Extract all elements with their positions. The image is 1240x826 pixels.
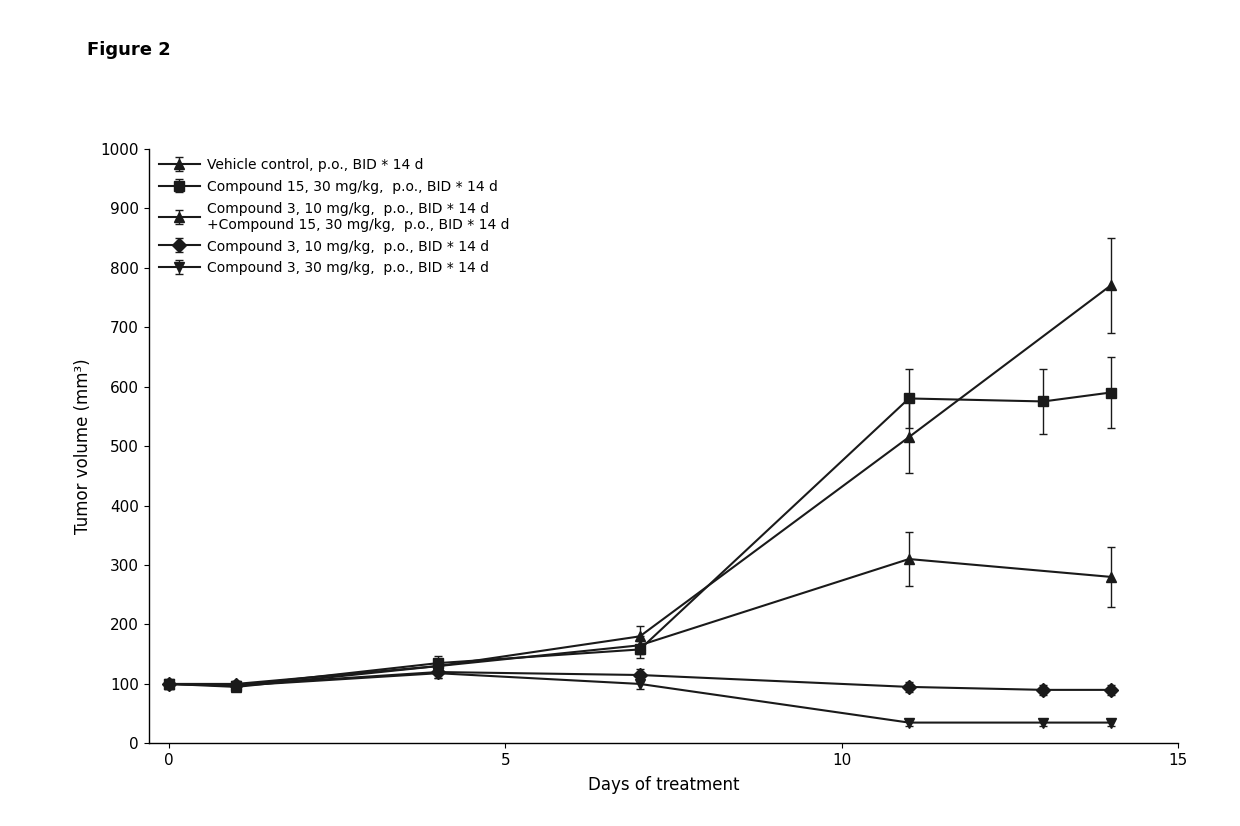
Y-axis label: Tumor volume (mm³): Tumor volume (mm³): [74, 358, 92, 534]
Legend: Vehicle control, p.o., BID * 14 d, Compound 15, 30 mg/kg,  p.o., BID * 14 d, Com: Vehicle control, p.o., BID * 14 d, Compo…: [153, 153, 515, 281]
Text: Figure 2: Figure 2: [87, 41, 171, 59]
X-axis label: Days of treatment: Days of treatment: [588, 776, 739, 795]
